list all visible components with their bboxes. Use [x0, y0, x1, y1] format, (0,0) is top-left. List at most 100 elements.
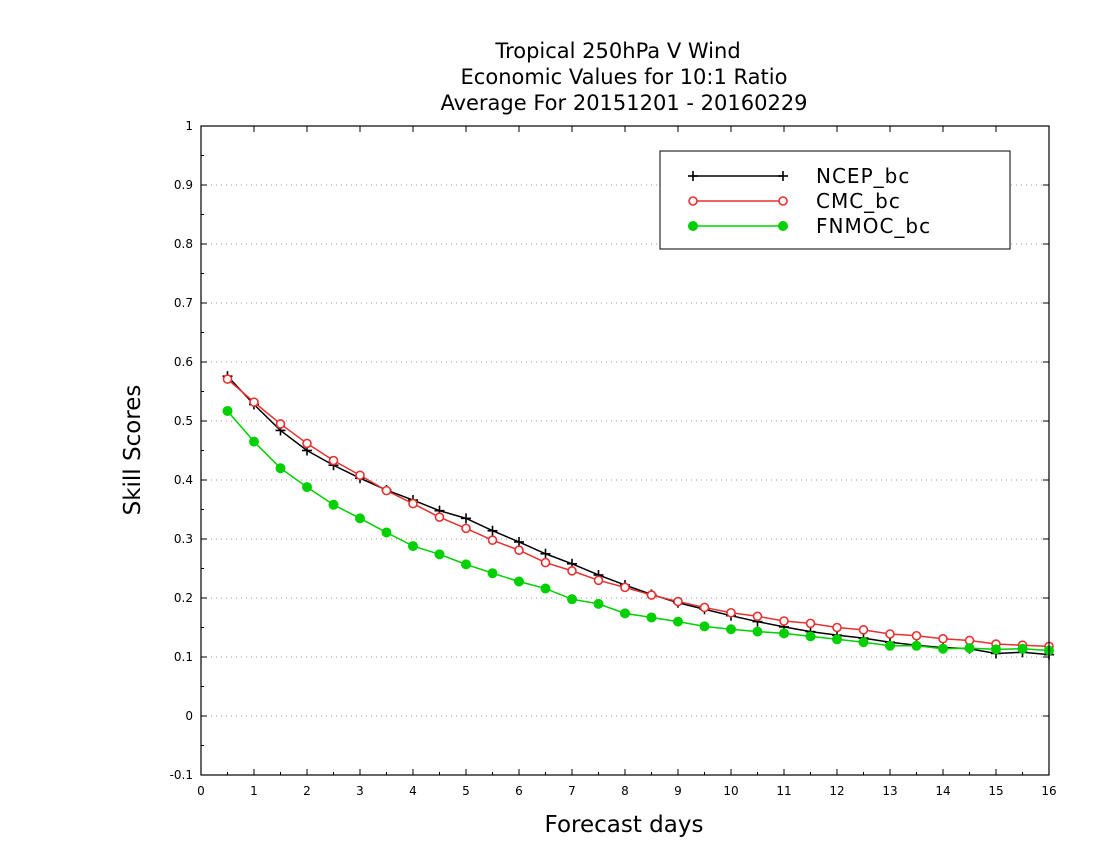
legend-marker — [778, 221, 788, 231]
data-point-cmc-bc — [222, 374, 233, 384]
data-point-ncep-bc — [540, 548, 551, 559]
x-tick-label: 9 — [674, 784, 682, 798]
data-point-cmc-bc — [275, 419, 286, 429]
x-tick-label: 4 — [409, 784, 417, 798]
data-point-fnmoc-bc — [355, 513, 365, 524]
series-fnmoc-bc — [222, 405, 1054, 656]
data-point-cmc-bc — [461, 523, 471, 534]
data-point-fnmoc-bc — [461, 559, 471, 570]
legend-marker — [688, 171, 698, 181]
chart-title-line-1: Tropical 250hPa V Wind — [494, 39, 740, 63]
y-tick-label: 0.7 — [174, 296, 193, 310]
data-point-ncep-bc — [461, 513, 471, 524]
data-point-fnmoc-bc — [381, 527, 392, 538]
data-point-cmc-bc — [567, 566, 577, 576]
legend-marker — [688, 221, 698, 231]
x-tick-label: 3 — [356, 784, 364, 798]
data-point-cmc-bc — [752, 611, 763, 622]
x-tick-label: 2 — [303, 784, 311, 798]
legend-marker — [778, 171, 788, 181]
data-point-fnmoc-bc — [593, 598, 604, 609]
x-tick-label: 11 — [776, 784, 791, 798]
legend-label: CMC_bc — [816, 189, 901, 213]
data-point-cmc-bc — [328, 455, 339, 466]
data-point-ncep-bc — [514, 536, 524, 547]
data-point-fnmoc-bc — [567, 594, 577, 605]
y-tick-label: 0.5 — [174, 414, 193, 428]
data-point-fnmoc-bc — [275, 463, 286, 474]
data-point-fnmoc-bc — [487, 568, 498, 579]
data-point-fnmoc-bc — [885, 640, 895, 651]
series-line-cmc-bc — [227, 378, 1050, 648]
x-tick-label: 8 — [621, 784, 629, 798]
x-tick-label: 6 — [515, 784, 523, 798]
x-tick-label: 10 — [723, 784, 738, 798]
data-point-fnmoc-bc — [858, 637, 869, 648]
data-point-fnmoc-bc — [540, 583, 551, 594]
series-line-ncep-bc — [226, 375, 1050, 656]
data-point-fnmoc-bc — [249, 436, 259, 447]
data-point-cmc-bc — [726, 607, 736, 618]
data-point-cmc-bc — [434, 512, 445, 522]
data-point-cmc-bc — [249, 397, 259, 407]
data-point-cmc-bc — [302, 438, 312, 449]
y-tick-label: 0.4 — [174, 473, 193, 487]
legend-entry-cmc-bc: CMC_bc — [688, 189, 901, 213]
data-point-fnmoc-bc — [805, 631, 816, 642]
data-point-fnmoc-bc — [964, 643, 975, 654]
data-point-fnmoc-bc — [779, 628, 789, 639]
data-point-cmc-bc — [620, 582, 630, 593]
data-point-fnmoc-bc — [991, 644, 1001, 655]
data-point-cmc-bc — [646, 590, 657, 600]
legend-box — [659, 150, 1011, 250]
data-point-fnmoc-bc — [699, 621, 710, 632]
data-point-fnmoc-bc — [328, 499, 339, 510]
data-point-fnmoc-bc — [302, 482, 312, 493]
data-point-fnmoc-bc — [673, 616, 683, 627]
series-line-fnmoc-bc — [226, 410, 1050, 652]
data-point-fnmoc-bc — [1017, 643, 1028, 654]
data-point-cmc-bc — [593, 575, 604, 586]
x-tick-label: 14 — [935, 784, 950, 798]
data-point-fnmoc-bc — [434, 549, 445, 560]
data-point-cmc-bc — [355, 470, 365, 481]
chart-title-line-3: Average For 20151201 - 20160229 — [440, 91, 807, 115]
y-tick-label: 0.9 — [174, 178, 193, 192]
data-point-fnmoc-bc — [726, 624, 736, 635]
x-tick-label: 13 — [882, 784, 897, 798]
x-tick-label: 15 — [988, 784, 1003, 798]
y-tick-label: -0.1 — [170, 768, 193, 782]
legend-entry-ncep-bc: NCEP_bc — [688, 164, 910, 188]
data-point-ncep-bc — [487, 525, 498, 536]
data-point-cmc-bc — [805, 618, 816, 629]
x-tick-label: 5 — [462, 784, 470, 798]
data-point-cmc-bc — [832, 622, 842, 633]
x-axis-title: Forecast days — [545, 812, 704, 838]
legend-label: NCEP_bc — [816, 164, 910, 188]
data-point-fnmoc-bc — [222, 405, 233, 416]
data-point-fnmoc-bc — [620, 608, 630, 619]
series-ncep-bc — [222, 371, 1054, 660]
data-point-fnmoc-bc — [752, 626, 763, 637]
data-point-cmc-bc — [514, 545, 524, 556]
legend-label: FNMOC_bc — [816, 214, 931, 238]
y-axis-title: Skill Scores — [120, 385, 146, 516]
data-point-cmc-bc — [885, 629, 895, 639]
legend-entry-fnmoc-bc: FNMOC_bc — [688, 214, 931, 238]
y-tick-label: 0.1 — [174, 650, 193, 664]
data-point-cmc-bc — [673, 596, 683, 607]
axis-ticks: -0.100.10.20.30.40.50.60.70.80.910 1 2 3 4 5 6… — [170, 119, 1057, 798]
data-point-cmc-bc — [381, 485, 392, 496]
legend-marker — [778, 196, 788, 206]
data-point-fnmoc-bc — [514, 576, 524, 587]
data-point-fnmoc-bc — [911, 640, 922, 651]
data-point-cmc-bc — [938, 633, 948, 644]
y-tick-label: 0.8 — [174, 237, 193, 251]
series-layer — [222, 371, 1054, 660]
data-point-fnmoc-bc — [646, 612, 657, 623]
data-point-fnmoc-bc — [938, 643, 948, 654]
x-tick-label: 16 — [1041, 784, 1056, 798]
y-tick-label: 0 — [185, 709, 193, 723]
series-cmc-bc — [222, 374, 1054, 652]
